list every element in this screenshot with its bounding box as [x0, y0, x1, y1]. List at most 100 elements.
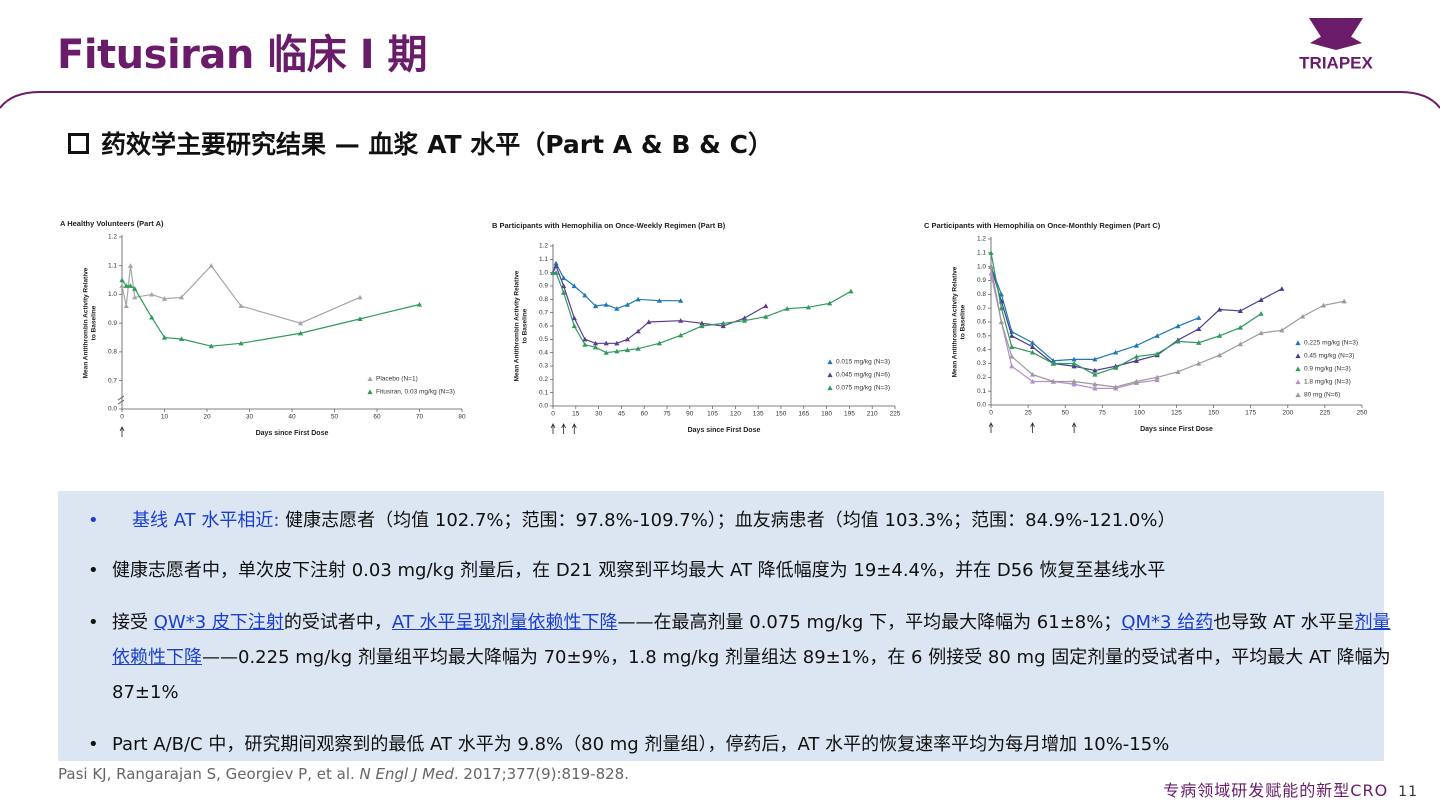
- x-tick-label: 105: [707, 411, 718, 418]
- data-point: [1258, 297, 1264, 302]
- y-tick-label: 1.1: [539, 256, 548, 263]
- series-line: [990, 266, 1345, 388]
- x-tick-label: 80: [458, 414, 466, 421]
- section-title: 药效学主要研究结果 — 血浆 AT 水平（Part A & B & C）: [68, 125, 773, 161]
- x-tick-label: 210: [867, 411, 878, 418]
- link[interactable]: AT 水平呈现剂量依赖性下降: [391, 612, 618, 633]
- data-point: [678, 318, 684, 323]
- x-tick-label: 200: [1282, 410, 1293, 417]
- legend-marker: [1295, 340, 1301, 346]
- data-point: [1341, 298, 1347, 304]
- x-tick-label: 0: [989, 410, 993, 417]
- x-tick-label: 225: [890, 411, 901, 418]
- y-tick-label: 0.1: [539, 389, 548, 396]
- data-point: [1009, 344, 1015, 349]
- data-point: [1113, 365, 1119, 370]
- data-point: [1133, 358, 1140, 363]
- bullet: • 基线 AT 水平相近: 健康志愿者（均值 102.7%；范围：97.8%-10…: [88, 503, 1412, 538]
- data-point: [1154, 377, 1160, 383]
- data-point: [149, 314, 155, 320]
- data-point: [1050, 358, 1056, 363]
- data-point: [571, 315, 577, 321]
- y-tick-label: 0.5: [977, 333, 986, 340]
- y-tick-label: 1.1: [977, 250, 986, 257]
- data-point: [678, 332, 684, 338]
- y-tick-label: 0.0: [539, 403, 548, 410]
- bullet-text: 的受试者中，: [283, 612, 392, 633]
- data-point: [132, 286, 138, 291]
- link[interactable]: QW*3 皮下注射: [153, 612, 284, 633]
- x-tick-label: 15: [572, 411, 580, 418]
- findings-panel: • 基线 AT 水平相近: 健康志愿者（均值 102.7%；范围：97.8%-10…: [58, 491, 1391, 761]
- y-tick-label: 0.4: [539, 349, 548, 356]
- data-point: [297, 320, 304, 326]
- data-point: [119, 277, 125, 283]
- x-tick-label: 0: [120, 414, 124, 421]
- data-point: [592, 303, 599, 309]
- legend-marker: [1295, 366, 1301, 372]
- axis-break: [117, 395, 125, 405]
- data-point: [635, 328, 641, 334]
- bullet-text: 健康志愿者中，单次皮下注射 0.03 mg/kg 剂量后，在 D21 观察到平均…: [112, 560, 1166, 581]
- dose-arrow: [571, 423, 577, 434]
- data-point: [1237, 341, 1243, 347]
- data-point: [357, 294, 363, 300]
- link[interactable]: QM*3 给药: [1121, 612, 1214, 633]
- data-point: [582, 292, 588, 298]
- x-tick-label: 45: [618, 411, 626, 418]
- y-tick-label: 0.9: [977, 277, 986, 284]
- data-point: [1092, 356, 1098, 362]
- legend-label: Fitusiran, 0.03 mg/kg (N=3): [376, 389, 455, 396]
- y-tick-label: 0.8: [977, 291, 986, 298]
- link[interactable]: 剂量依赖性下降: [112, 612, 1391, 668]
- data-point: [603, 350, 609, 355]
- footer: 专病领域研发赋能的新型CRO 11: [1163, 777, 1418, 801]
- y-tick-label: 0.8: [539, 296, 548, 303]
- logo: TRIAPEX: [1299, 18, 1373, 72]
- data-point: [614, 348, 620, 354]
- data-point: [1154, 374, 1160, 380]
- section-text: 药效学主要研究结果 — 血浆 AT 水平（Part A & B & C）: [101, 130, 773, 159]
- data-point: [614, 306, 620, 311]
- y-tick-label: 0.6: [977, 319, 986, 326]
- data-point: [561, 275, 567, 281]
- data-point: [998, 319, 1004, 325]
- y-axis-label: Mean Antithrombin Activity Relative: [83, 267, 90, 378]
- y-tick-label: 0.2: [977, 374, 986, 381]
- bullet-text: 也导致 AT 水平呈: [1213, 612, 1355, 633]
- data-point: [238, 303, 244, 309]
- legend-label: 0.075 mg/kg (N=3): [836, 385, 890, 392]
- chart: A Healthy Volunteers (Part A) 0.0 0.7 0.8 0.…: [60, 219, 466, 437]
- x-tick-label: 75: [663, 411, 671, 418]
- data-point: [1009, 363, 1015, 369]
- data-point: [1258, 311, 1264, 316]
- data-point: [357, 316, 363, 321]
- page-number: 11: [1398, 784, 1418, 800]
- legend-label: 0.9 mg/kg (N=3): [1304, 366, 1351, 373]
- dose-arrow: [550, 423, 556, 434]
- series-line: [121, 264, 361, 324]
- y-tick-label: 0.0: [108, 406, 117, 413]
- legend-label: 0.015 mg/kg (N=3): [836, 359, 890, 366]
- x-tick-label: 175: [1245, 410, 1256, 417]
- bullet-dot: •: [88, 734, 99, 755]
- dose-arrow: [561, 423, 566, 434]
- data-point: [1175, 323, 1181, 329]
- y-tick-label: 0.7: [539, 309, 548, 316]
- data-point: [1237, 324, 1243, 330]
- x-tick-label: 100: [1134, 410, 1145, 417]
- data-point: [1071, 356, 1077, 362]
- data-point: [720, 323, 726, 329]
- data-point: [603, 302, 609, 307]
- legend-label: Placebo (N=1): [376, 376, 418, 383]
- data-point: [1029, 344, 1036, 349]
- data-point: [1154, 351, 1160, 356]
- y-tick-label: 1.0: [539, 269, 548, 276]
- y-tick-label: 0.3: [977, 360, 986, 367]
- chart-title: B Participants with Hemophilia on Once-W…: [492, 221, 726, 230]
- data-point: [178, 336, 185, 342]
- data-point: [1216, 333, 1223, 338]
- data-point: [1113, 384, 1119, 390]
- data-point: [1009, 353, 1015, 359]
